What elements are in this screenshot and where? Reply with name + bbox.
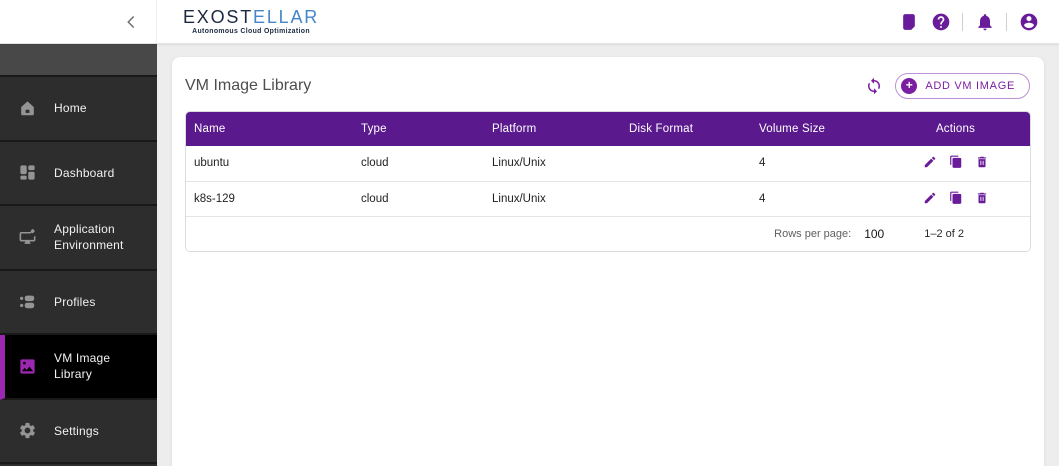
main-content: VM Image Library + ADD VM IMAGE	[157, 44, 1059, 466]
sidebar-item-label: Dashboard	[54, 165, 115, 180]
home-icon	[18, 99, 37, 118]
cell-name: k8s-129	[186, 180, 353, 216]
edit-pencil-icon	[924, 192, 935, 203]
sidebar-item-application-environment[interactable]: Application Environment	[0, 206, 157, 271]
rows-per-page-select[interactable]: 100	[864, 227, 885, 241]
topbar-divider	[1006, 12, 1007, 31]
edit-pencil-icon	[924, 156, 935, 168]
vm-image-library-card: VM Image Library + ADD VM IMAGE	[172, 57, 1044, 466]
settings-gear-icon	[18, 421, 37, 440]
copy-button[interactable]	[948, 155, 963, 170]
sidebar-item-settings[interactable]: Settings	[0, 399, 157, 464]
column-header-type: Type	[353, 112, 484, 146]
logo-tagline: Autonomous Cloud Optimization	[192, 28, 310, 35]
docs-icon[interactable]	[898, 11, 919, 32]
help-icon[interactable]	[930, 11, 951, 32]
sidebar-item-label: Settings	[54, 423, 99, 438]
sidebar-item-label: Home	[54, 101, 87, 116]
table-row: k8s-129 cloud Linux/Unix 4	[186, 180, 1030, 216]
sidebar-item-home[interactable]: Home	[0, 77, 157, 142]
chevron-left-icon[interactable]	[120, 11, 142, 33]
logo-wordmark: EXOSTELLAR	[183, 7, 320, 27]
cell-disk-format	[621, 146, 751, 181]
pagination-range: 1–2 of 2	[924, 228, 964, 240]
cell-volume-size: 4	[751, 180, 881, 216]
table-pagination: Rows per page: 100 1–2 of 2	[186, 216, 1030, 251]
notifications-bell-icon[interactable]	[974, 11, 995, 32]
table-header-row: Name Type Platform Disk Format Volume Si…	[186, 112, 1030, 146]
edit-button[interactable]	[922, 190, 937, 205]
page-title: VM Image Library	[185, 77, 312, 94]
copy-icon	[949, 155, 961, 168]
refresh-button[interactable]	[863, 75, 885, 97]
vm-image-library-icon	[18, 357, 37, 376]
table-body: ubuntu cloud Linux/Unix 4 k8s-129 cloud …	[186, 146, 1030, 216]
sidebar-item-label: Profiles	[54, 294, 96, 309]
sidebar-item-dashboard[interactable]: Dashboard	[0, 141, 157, 206]
add-vm-image-button[interactable]: + ADD VM IMAGE	[895, 73, 1030, 99]
delete-button[interactable]	[974, 155, 989, 170]
cell-type: cloud	[353, 180, 484, 216]
column-header-name: Name	[186, 112, 353, 146]
column-header-actions: Actions	[881, 112, 1030, 146]
cell-name: ubuntu	[194, 157, 230, 170]
profiles-icon	[18, 292, 37, 311]
topbar-divider	[962, 12, 963, 31]
topbar-icon-group	[898, 11, 1059, 32]
copy-button[interactable]	[948, 190, 963, 205]
copy-icon	[949, 191, 961, 204]
sidebar-item-vm-image-library[interactable]: VM Image Library	[0, 335, 157, 400]
column-header-disk-format: Disk Format	[621, 112, 751, 146]
topbar: EXOSTELLAR Autonomous Cloud Optimization	[0, 0, 1059, 44]
add-vm-image-label: ADD VM IMAGE	[925, 80, 1015, 92]
column-header-volume-size: Volume Size	[751, 112, 881, 146]
sidebar-item-profiles[interactable]: Profiles	[0, 270, 157, 335]
column-header-platform: Platform	[484, 112, 621, 146]
rows-per-page-label: Rows per page:	[774, 228, 852, 240]
plus-icon: +	[901, 78, 918, 94]
exostellar-logo: EXOSTELLAR Autonomous Cloud Optimization	[183, 8, 319, 35]
dashboard-icon	[18, 163, 37, 182]
sidebar-item-label: Application Environment	[54, 222, 124, 253]
delete-button[interactable]	[974, 190, 989, 205]
cell-platform: Linux/Unix	[484, 180, 621, 216]
sync-icon	[868, 77, 881, 95]
application-environment-icon	[18, 228, 37, 247]
delete-trash-icon	[977, 192, 986, 203]
account-icon[interactable]	[1018, 11, 1039, 32]
cell-disk-format	[621, 180, 751, 216]
edit-button[interactable]	[922, 155, 937, 170]
sidebar-item-label: VM Image Library	[54, 351, 111, 382]
cell-volume-size: 4	[759, 157, 766, 170]
sidebar-top-strip	[0, 44, 157, 77]
delete-trash-icon	[977, 156, 986, 168]
table-row: ubuntu cloud Linux/Unix 4	[186, 146, 1030, 181]
vm-image-table: Name Type Platform Disk Format Volume Si…	[185, 111, 1031, 252]
cell-platform: Linux/Unix	[492, 157, 546, 170]
cell-actions	[881, 146, 1030, 181]
cell-type: cloud	[361, 157, 389, 170]
sidebar-collapse-zone	[0, 0, 157, 43]
cell-actions	[881, 180, 1030, 216]
sidebar: Home Dashboard Application Environment P…	[0, 44, 157, 466]
